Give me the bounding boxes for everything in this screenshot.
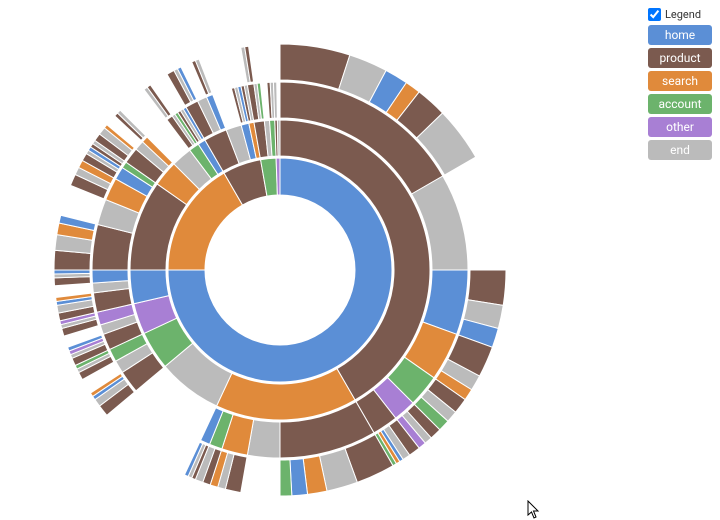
legend-title: Legend [665,8,701,21]
arc-end-d1[interactable] [277,120,280,156]
legend-checkbox[interactable] [648,8,661,21]
arc-home-d3[interactable] [54,270,90,274]
arc-product-d3[interactable] [468,270,506,305]
legend-item-end[interactable]: end [648,140,712,160]
legend-item-other[interactable]: other [648,117,712,137]
sunburst-chart[interactable] [0,0,720,519]
arc-home-d2[interactable] [92,270,128,283]
legend-item-search[interactable]: search [648,71,712,91]
legend-panel: Legend home product search account other end [648,8,712,163]
legend-item-home[interactable]: home [648,25,712,45]
arc-end-d3[interactable] [144,87,168,118]
legend-item-account[interactable]: account [648,94,712,114]
arc-end-d2[interactable] [273,82,277,118]
legend-toggle[interactable]: Legend [648,8,712,21]
legend-item-product[interactable]: product [648,48,712,68]
arc-account-d3[interactable] [280,460,292,496]
arc-product-d3[interactable] [147,85,171,116]
arc-end-d3[interactable] [117,110,145,138]
